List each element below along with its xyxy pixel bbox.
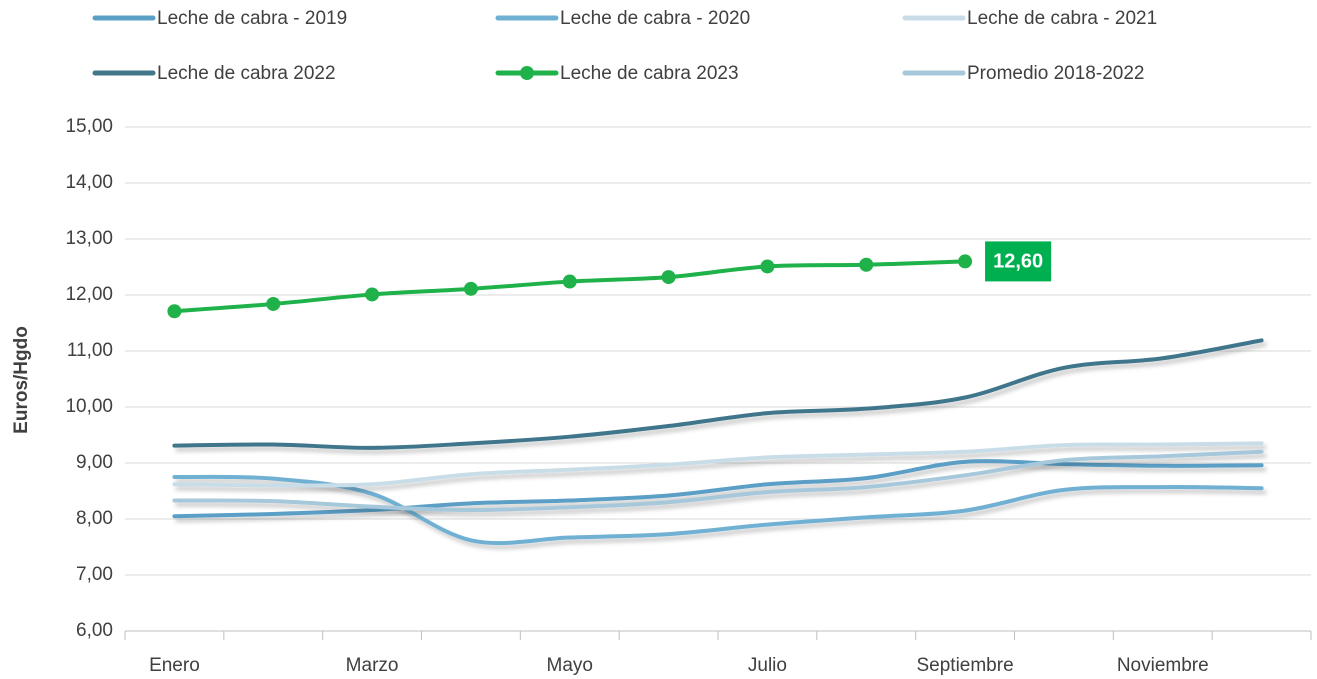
y-tick-label: 13,00 (65, 228, 113, 249)
x-tick-label: Noviembre (1117, 655, 1209, 676)
y-tick-label: 8,00 (76, 508, 113, 529)
series-line (172, 449, 1264, 513)
legend-label: Promedio 2018-2022 (967, 63, 1144, 84)
y-tick-label: 11,00 (67, 340, 113, 361)
x-tick-label: Enero (149, 655, 200, 676)
x-tick-label: Septiembre (916, 655, 1013, 676)
series-marker (463, 281, 478, 296)
series-marker (760, 259, 775, 274)
x-tick-label: Marzo (346, 655, 399, 676)
legend-label: Leche de cabra 2022 (157, 63, 336, 84)
data-label-box (985, 241, 1052, 282)
legend-label: Leche de cabra - 2019 (157, 8, 347, 29)
y-tick-label: 9,00 (76, 452, 113, 473)
data-label-text: 12,60 (993, 251, 1043, 273)
y-tick-label: 15,00 (65, 116, 113, 137)
y-axis-label: Euros/Hgdo (11, 326, 32, 434)
series-marker (266, 296, 281, 311)
data-label: 12,60 (985, 241, 1052, 282)
y-tick-label: 6,00 (76, 620, 113, 641)
x-tick-label: Mayo (547, 655, 593, 676)
legend-label: Leche de cabra - 2020 (560, 8, 750, 29)
series-marker (958, 254, 973, 269)
series-marker (167, 304, 182, 319)
legend-label: Leche de cabra - 2021 (967, 8, 1157, 29)
x-tick-label: Julio (748, 655, 787, 676)
series-line (172, 459, 1264, 519)
y-tick-label: 14,00 (65, 172, 113, 193)
legend-marker (520, 66, 534, 80)
series-line (172, 441, 1264, 488)
series-line (172, 338, 1264, 450)
series-marker (661, 270, 676, 285)
series-marker (859, 257, 874, 272)
y-tick-label: 10,00 (65, 396, 113, 417)
series-marker (365, 287, 380, 302)
y-tick-label: 7,00 (76, 564, 113, 585)
series-line (172, 474, 1264, 546)
y-tick-label: 12,00 (65, 284, 113, 305)
legend-label: Leche de cabra 2023 (560, 63, 739, 84)
series-marker (562, 274, 577, 289)
